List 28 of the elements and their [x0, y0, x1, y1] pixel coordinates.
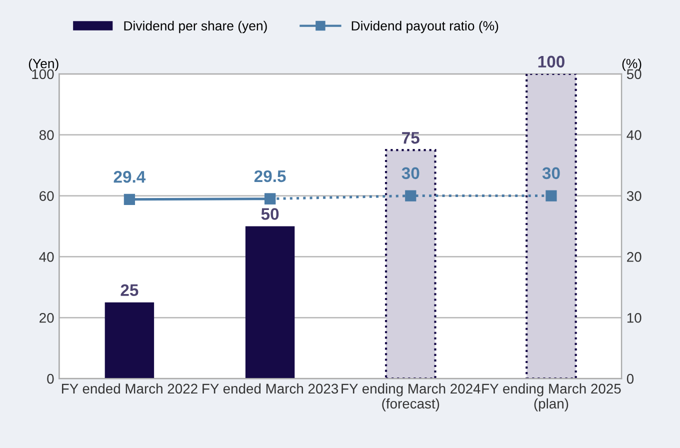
y2-axis-title: (%) — [622, 58, 642, 71]
legend-label: Dividend per share (yen) — [124, 20, 267, 34]
data-label: 75 — [402, 132, 420, 144]
y2-tick-label: 0 — [626, 374, 634, 384]
x-tick-label: FY ended March 2022 — [62, 383, 198, 394]
legend-label: Dividend payout ratio (%) — [352, 20, 498, 34]
data-label: 29.5 — [254, 170, 286, 182]
y-axis-title: (Yen) — [28, 58, 58, 71]
x-tick-label: FY ended March 2023 — [202, 383, 338, 394]
y2-tick-label: 40 — [626, 130, 642, 140]
y2-tick-label: 50 — [626, 69, 642, 80]
data-label: 25 — [120, 284, 138, 296]
y2-tick-label: 30 — [626, 191, 642, 201]
y-tick-label: 40 — [39, 252, 54, 262]
data-label: 30 — [402, 167, 420, 180]
data-label: 100 — [538, 56, 564, 68]
y-tick-label: 80 — [39, 130, 54, 140]
x-tick-label: FY ending March 2024 (forecast) — [342, 383, 480, 412]
x-tick-label: FY ending March 2025 (plan) — [482, 383, 621, 412]
data-label: 29.4 — [114, 170, 146, 183]
y2-tick-label: 10 — [627, 312, 642, 323]
y-tick-label: 0 — [47, 374, 54, 384]
data-label: 50 — [261, 208, 279, 220]
y-tick-label: 20 — [40, 312, 54, 323]
y-tick-label: 100 — [32, 69, 54, 80]
y2-tick-label: 20 — [627, 252, 642, 262]
y-tick-label: 60 — [40, 191, 54, 201]
data-label: 30 — [542, 167, 560, 180]
